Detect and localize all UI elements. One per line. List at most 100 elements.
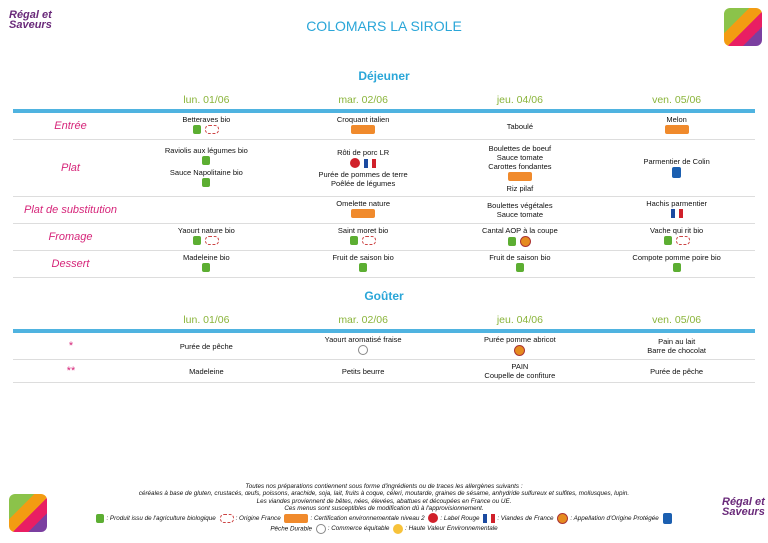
menu-item: Cantal AOP à la coupe <box>482 226 558 235</box>
element <box>598 209 755 220</box>
cell: Purée pomme abricot <box>441 331 599 360</box>
icon-pd <box>662 512 672 524</box>
menu-item: Yaourt nature bio <box>177 226 235 235</box>
legend-text: : Certification environnementale niveau … <box>310 514 425 522</box>
icon-vf <box>364 158 377 168</box>
element: : Haute Valeur Environnementale <box>391 523 498 534</box>
note-text: céréales à base de gluten, crustacés, œu… <box>138 490 630 498</box>
menu-item: Sauce Napolitaine bio <box>169 168 243 177</box>
icon-aop <box>514 345 526 356</box>
element: Pêche Durable <box>270 525 312 532</box>
icon-bio <box>96 513 105 523</box>
menu-item: Rôti de porc LR <box>337 148 390 157</box>
row: Dessert Madeleine bio Fruit de saison bi… <box>13 250 755 278</box>
section-title: Goûter <box>364 289 404 303</box>
menu-item: Boulettes de boeuf <box>488 143 552 153</box>
menu-item: Carottes fondantes <box>488 161 552 171</box>
menu-item: Madeleine <box>189 366 224 376</box>
lunch-table: lun. 01/06 mar. 02/06 jeu. 04/06 ven. 05/06… <box>13 94 755 278</box>
row-label: Plat de substitution <box>13 196 128 224</box>
cell: Raviolis aux légumes bio Sauce Napolitain… <box>128 139 285 197</box>
menu-item: Vache qui rit bio <box>650 226 704 235</box>
icon-cert <box>507 171 532 181</box>
menu-item: Madeleine bio <box>183 253 230 262</box>
row: lun. 01/06 mar. 02/06 jeu. 04/06 ven. 05/06 <box>13 314 755 333</box>
day-header: jeu. 04/06 <box>441 94 599 113</box>
element <box>598 263 755 274</box>
menu-item: Fruit de saison bio <box>489 253 551 262</box>
menu-item: Croquant italien <box>336 115 390 124</box>
cell: Fruit de saison bio <box>284 250 442 278</box>
element <box>661 512 674 524</box>
row-label: Dessert <box>13 250 128 278</box>
icon-bio <box>193 236 202 245</box>
cell: Yaourt nature bio <box>128 223 285 251</box>
icon-fr <box>675 236 690 245</box>
cell: Boulettes de boeuf Sauce tomate Carottes f… <box>441 139 599 197</box>
row-label: * <box>13 331 128 360</box>
cell: Madeleine <box>128 359 285 383</box>
cell: Purée de pêche <box>128 331 285 360</box>
icon-ce <box>315 523 326 534</box>
icon-bio <box>508 237 517 246</box>
cell: Hachis parmentier <box>598 196 755 224</box>
row-label: Fromage <box>13 223 128 251</box>
element <box>442 171 599 183</box>
legend-text: : Appellation d'Origine Protégée <box>570 514 659 522</box>
page-title: COLOMARS LA SIROLE <box>306 18 462 34</box>
legend-text: : Label Rouge <box>440 514 480 522</box>
menu-item: Raviolis aux légumes bio <box>164 146 248 155</box>
cell: PAIN Coupelle de confiture <box>441 359 599 383</box>
menu-item: Hachis parmentier <box>646 199 708 208</box>
icon-bio <box>359 263 368 272</box>
icon-bio <box>672 263 681 272</box>
menu-item: Riz pilaf <box>506 183 534 193</box>
footer: Toutes nos préparations contiennent sous… <box>80 483 688 534</box>
note-text: Ces menus sont susceptibles de modificat… <box>284 505 484 513</box>
day-header: mar. 02/06 <box>284 314 442 333</box>
cell: Vache qui rit bio <box>598 223 755 251</box>
element <box>442 263 599 274</box>
logo-text: Régal et Saveurs <box>9 9 52 31</box>
cell: Melon <box>598 111 755 140</box>
menu-item: Purée de pêche <box>179 341 233 351</box>
element <box>128 156 285 167</box>
cell: Croquant italien <box>284 111 442 140</box>
menu-item: Purée pomme abricot <box>484 335 556 344</box>
element: : Produit issu de l'agriculture biologiq… <box>80 512 688 534</box>
icon-lr <box>350 158 361 168</box>
row: Entrée Betteraves bio Croquant italien T… <box>13 111 755 140</box>
element <box>128 236 285 247</box>
element <box>285 125 442 136</box>
section-title: Déjeuner <box>358 69 410 83</box>
element: : Viandes de France <box>481 513 554 523</box>
cell: Purée de pêche <box>598 359 755 383</box>
icon-hve <box>393 523 404 534</box>
element <box>285 158 442 169</box>
cell: Omelette nature <box>284 196 442 224</box>
menu-item: Melon <box>666 115 687 124</box>
menu-item: Compote pomme poire bio <box>632 253 721 262</box>
logo-text: Régal et Saveurs <box>722 496 765 518</box>
row: lun. 01/06 mar. 02/06 jeu. 04/06 ven. 05/06 <box>13 94 755 113</box>
day-header: ven. 05/06 <box>598 94 755 113</box>
menu-item: Parmentier de Colin <box>643 157 710 166</box>
icon-pd <box>672 167 682 178</box>
menu-item: Sauce tomate <box>496 210 544 219</box>
row: ** Madeleine Petits beurre PAIN Coupelle … <box>13 359 755 383</box>
icon-ce <box>358 345 369 355</box>
element <box>13 94 128 113</box>
menu-item: Omelette nature <box>336 199 391 208</box>
element <box>285 263 442 274</box>
day-header: lun. 01/06 <box>128 94 285 113</box>
element: : Produit issu de l'agriculture biologiq… <box>94 513 216 523</box>
icon-bio <box>193 125 202 134</box>
element: lun. 01/06 mar. 02/06 jeu. 04/06 ven. 05/06… <box>13 314 755 383</box>
element <box>128 125 285 136</box>
element <box>442 236 599 247</box>
cell <box>128 196 285 224</box>
row-label: Entrée <box>13 111 128 140</box>
menu-item: Purée de pommes de terre <box>318 170 408 179</box>
icon-bio <box>202 263 211 272</box>
legend-text: Pêche Durable <box>270 525 312 533</box>
